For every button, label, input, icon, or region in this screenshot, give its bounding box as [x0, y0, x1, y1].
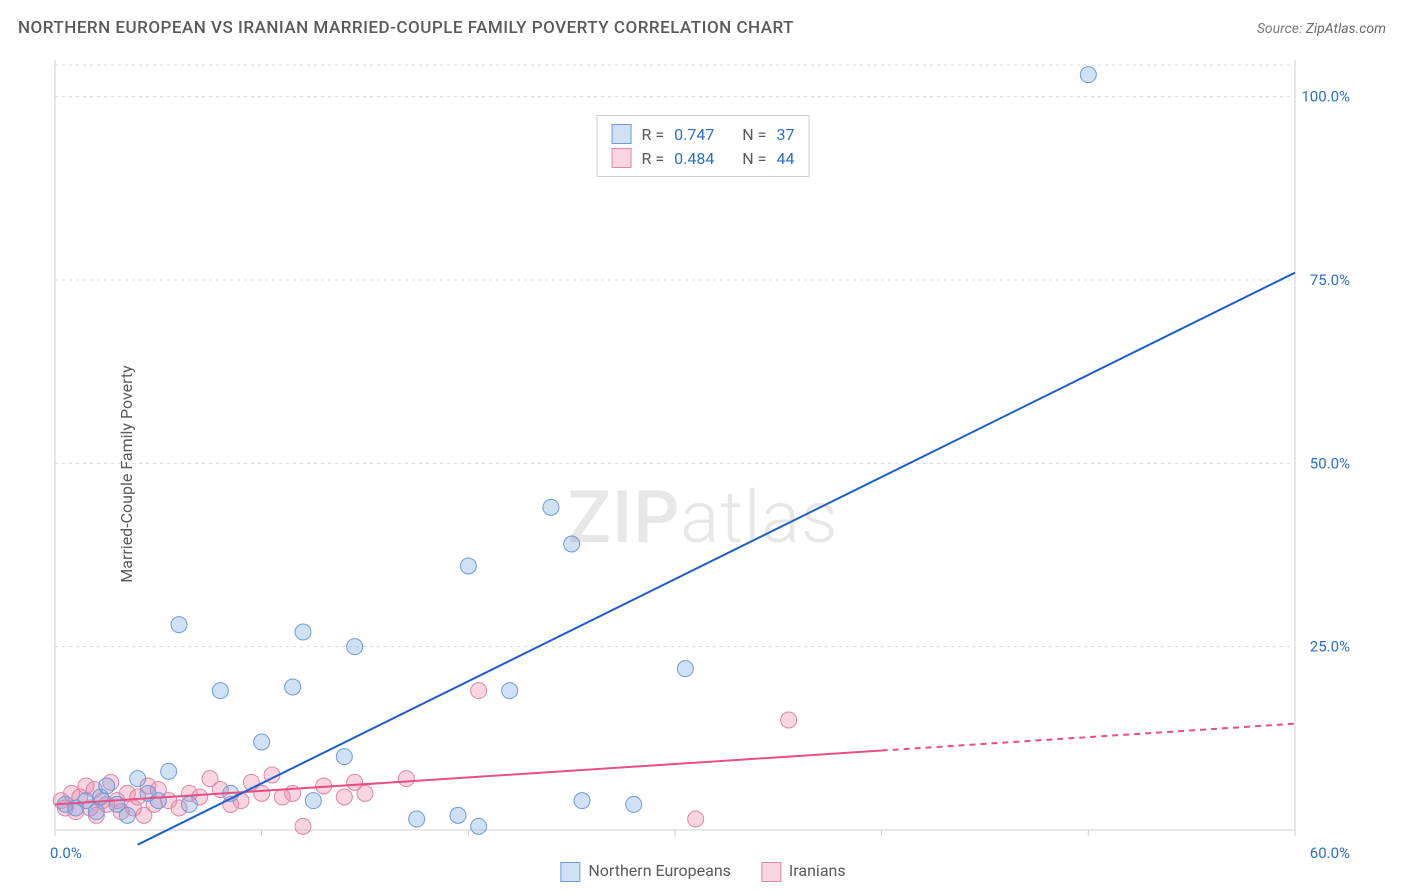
data-point: [460, 558, 476, 574]
regression-line: [55, 751, 882, 805]
data-point: [212, 683, 228, 699]
series-legend-label: Northern Europeans: [588, 861, 731, 880]
data-point: [543, 499, 559, 515]
source-attribution: Source: ZipAtlas.com: [1257, 21, 1386, 37]
data-point: [181, 796, 197, 812]
legend-swatch: [560, 862, 580, 882]
r-label: R =: [642, 125, 665, 144]
data-point: [88, 804, 104, 820]
correlation-legend-row: R = 0.484 N = 44: [612, 146, 795, 170]
data-point: [336, 789, 352, 805]
source-label: Source:: [1257, 21, 1306, 37]
data-point: [626, 796, 642, 812]
legend-swatch: [612, 148, 632, 168]
correlation-legend-row: R = 0.747 N = 37: [612, 122, 795, 146]
x-tick-label: 60.0%: [1310, 844, 1350, 862]
data-point: [305, 793, 321, 809]
data-point: [357, 785, 373, 801]
data-point: [688, 811, 704, 827]
data-point: [347, 639, 363, 655]
data-point: [254, 734, 270, 750]
data-point: [398, 771, 414, 787]
correlation-legend: R = 0.747 N = 37R = 0.484 N = 44: [597, 115, 810, 177]
data-point: [502, 683, 518, 699]
y-axis-label: Married-Couple Family Poverty: [117, 365, 136, 582]
data-point: [161, 763, 177, 779]
data-point: [285, 679, 301, 695]
series-legend-item: Northern Europeans: [560, 861, 731, 882]
chart-area: Married-Couple Family Poverty 25.0% 50.0%…: [0, 55, 1406, 892]
r-value: 0.484: [674, 149, 714, 168]
y-tick-label: 25.0%: [1310, 638, 1350, 656]
n-label: N =: [742, 125, 766, 144]
data-point: [781, 712, 797, 728]
data-point: [150, 793, 166, 809]
data-point: [254, 785, 270, 801]
data-point: [171, 617, 187, 633]
data-point: [471, 818, 487, 834]
scatter-plot: 25.0% 50.0% 75.0% 100.0% 0.0% 60.0%: [0, 55, 1406, 892]
series-legend-item: Iranians: [761, 861, 846, 882]
data-point: [119, 807, 135, 823]
y-tick-label: 100.0%: [1301, 88, 1350, 106]
data-point: [564, 536, 580, 552]
data-point: [574, 793, 590, 809]
series-legend: Northern Europeans Iranians: [560, 861, 845, 882]
n-value: 37: [776, 125, 794, 144]
n-label: N =: [742, 149, 766, 168]
data-point: [409, 811, 425, 827]
chart-header: NORTHERN EUROPEAN VS IRANIAN MARRIED-COU…: [18, 18, 1386, 38]
r-value: 0.747: [674, 125, 714, 144]
chart-title: NORTHERN EUROPEAN VS IRANIAN MARRIED-COU…: [18, 18, 794, 38]
data-point: [450, 807, 466, 823]
data-point: [471, 683, 487, 699]
data-point: [1080, 67, 1096, 83]
legend-swatch: [612, 124, 632, 144]
y-tick-label: 75.0%: [1310, 271, 1350, 289]
data-point: [336, 749, 352, 765]
source-link[interactable]: ZipAtlas.com: [1306, 21, 1386, 37]
data-point: [130, 771, 146, 787]
r-label: R =: [642, 149, 665, 168]
y-tick-label: 50.0%: [1310, 454, 1350, 472]
legend-swatch: [761, 862, 781, 882]
regression-line: [138, 273, 1295, 845]
x-tick-label: 0.0%: [50, 844, 82, 862]
data-point: [99, 778, 115, 794]
data-point: [295, 624, 311, 640]
data-point: [295, 818, 311, 834]
series-legend-label: Iranians: [789, 861, 846, 880]
data-point: [677, 661, 693, 677]
regression-line-extrapolated: [882, 724, 1295, 751]
n-value: 44: [776, 149, 794, 168]
